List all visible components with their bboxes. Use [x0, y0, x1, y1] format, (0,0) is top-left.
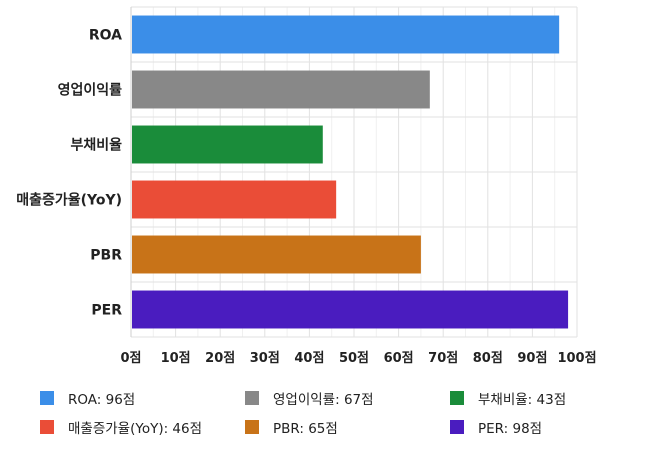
- tick-label: 30점: [250, 351, 280, 366]
- legend-swatch: [450, 391, 464, 405]
- category-label: 영업이익률: [58, 82, 123, 99]
- x-axis-ticks: 0점 10점 20점 30점 40점 50점 60점 70점 80점 90점 100점: [120, 351, 596, 366]
- legend-item-roa: ROA: 96점: [40, 388, 135, 408]
- legend-label: PBR: 65점: [273, 421, 338, 437]
- tick-label: 0점: [120, 351, 141, 366]
- bar: [132, 290, 569, 329]
- legend-label: 매출증가율(YoY): 46점: [68, 421, 203, 437]
- tick-label: 40점: [294, 351, 324, 366]
- tick-label: 20점: [205, 351, 235, 366]
- bar: [132, 70, 430, 109]
- legend-label: 부채비율: 43점: [478, 392, 567, 408]
- category-label: ROA: [89, 28, 122, 44]
- legend-label: ROA: 96점: [68, 392, 136, 408]
- legend-swatch: [245, 420, 259, 434]
- tick-label: 60점: [384, 351, 414, 366]
- bar: [132, 15, 560, 54]
- legend-item-pbr: PBR: 65점: [245, 417, 338, 437]
- legend-item-per: PER: 98점: [450, 417, 542, 437]
- bar: [132, 180, 337, 219]
- tick-label: 80점: [473, 351, 503, 366]
- legend-item-revenue-growth: 매출증가율(YoY): 46점: [40, 417, 202, 437]
- legend-label: 영업이익률: 67점: [273, 392, 374, 408]
- tick-label: 100점: [557, 351, 596, 366]
- category-label: PBR: [90, 248, 122, 264]
- category-label: 매출증가율(YoY): [16, 192, 122, 209]
- tick-label: 70점: [428, 351, 458, 366]
- tick-label: 90점: [517, 351, 547, 366]
- tick-label: 10점: [161, 351, 191, 366]
- category-label: PER: [91, 303, 122, 319]
- legend-swatch: [245, 391, 259, 405]
- tick-label: 50점: [339, 351, 369, 366]
- legend-swatch: [40, 391, 54, 405]
- legend-swatch: [450, 420, 464, 434]
- legend-item-debt-ratio: 부채비율: 43점: [450, 388, 566, 408]
- category-label: 부채비율: [70, 137, 122, 154]
- bar: [132, 235, 421, 274]
- legend-label: PER: 98점: [478, 421, 543, 437]
- bar: [132, 125, 323, 164]
- chart-bars: [132, 15, 569, 329]
- legend-swatch: [40, 420, 54, 434]
- legend-item-operating-margin: 영업이익률: 67점: [245, 388, 374, 408]
- chart-grid: [130, 6, 578, 338]
